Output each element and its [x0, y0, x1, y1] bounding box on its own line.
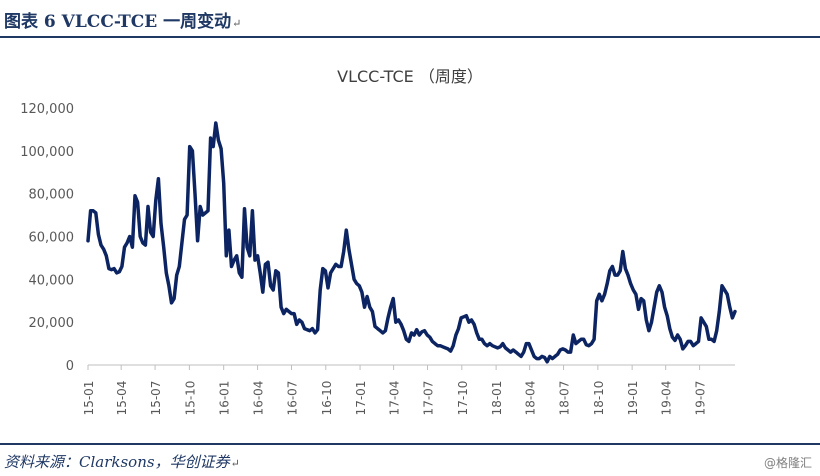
chart-title: VLCC-TCE （周度） — [337, 67, 483, 86]
x-tick-label: 15-10 — [183, 381, 197, 416]
x-tick-label: 16-07 — [285, 381, 299, 416]
plot-area — [86, 121, 737, 364]
y-tick-label: 60,000 — [29, 231, 75, 246]
x-tick-label: 17-04 — [388, 381, 402, 416]
y-tick-label: 40,000 — [29, 273, 75, 288]
x-tick-label: 19-07 — [694, 381, 708, 416]
x-tick-label: 18-10 — [592, 381, 606, 416]
watermark: @格隆汇 — [763, 456, 812, 470]
x-tick-label: 15-04 — [115, 381, 129, 416]
x-tick-label: 19-04 — [660, 381, 674, 416]
x-tick-label: 16-10 — [320, 381, 334, 416]
series-line — [86, 121, 737, 364]
x-tick-label: 18-01 — [490, 381, 504, 416]
y-tick-label: 120,000 — [20, 102, 74, 117]
figure-header: 图表 6 VLCC-TCE 一周变动↵ — [0, 0, 820, 38]
x-axis: 15-01 15-04 15-07 15-10 16-01 16-04 16-07 16-10… — [82, 364, 735, 416]
y-tick-label: 0 — [66, 359, 74, 374]
x-tick-label: 17-10 — [456, 381, 470, 416]
figure-footer: 资料来源：Clarksons，华创证券↵ @格隆汇 — [0, 443, 820, 476]
source-line: 资料来源：Clarksons，华创证券↵ — [4, 451, 240, 472]
x-tick-label: 15-07 — [149, 381, 163, 416]
paragraph-mark-icon: ↵ — [232, 17, 242, 30]
x-tick-label: 17-07 — [422, 381, 436, 416]
paragraph-mark-icon: ↵ — [230, 457, 240, 470]
y-tick-label: 80,000 — [29, 188, 75, 203]
x-tick-label: 17-01 — [354, 381, 368, 416]
x-tick-label: 16-04 — [252, 381, 266, 416]
x-tick-label: 19-01 — [626, 381, 640, 416]
vlcc-tce-line-chart: VLCC-TCE （周度） 0 20,000 40,000 60,000 80,000 1… — [20, 67, 737, 416]
x-tick-label: 16-01 — [218, 381, 232, 416]
x-tick-label: 18-07 — [558, 381, 572, 416]
y-tick-label: 100,000 — [20, 145, 74, 160]
y-axis: 0 20,000 40,000 60,000 80,000 100,000 120,000 — [20, 102, 74, 374]
y-tick-label: 20,000 — [29, 316, 75, 331]
figure-title: 图表 6 VLCC-TCE 一周变动 — [4, 12, 232, 32]
x-tick-label: 15-01 — [82, 381, 96, 416]
figure-title-block: 图表 6 VLCC-TCE 一周变动↵ — [4, 7, 241, 32]
x-tick-label: 18-04 — [524, 381, 538, 416]
source-note: 资料来源：Clarksons，华创证券 — [4, 453, 230, 471]
